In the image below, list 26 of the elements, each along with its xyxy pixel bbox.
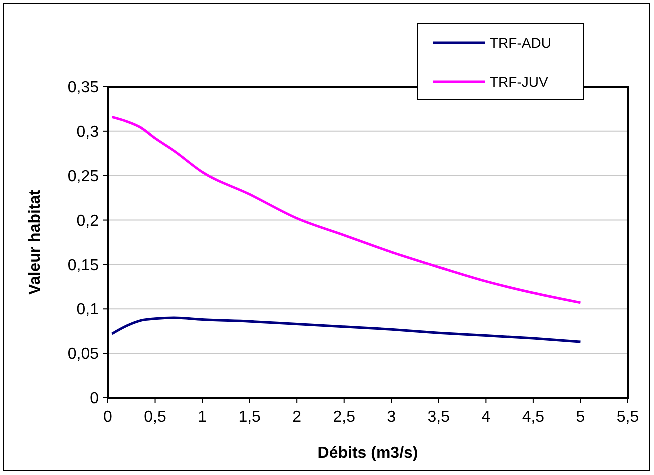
y-tick-label: 0,3 bbox=[76, 124, 100, 142]
legend-label: TRF-JUV bbox=[490, 74, 549, 90]
y-tick-label: 0 bbox=[90, 390, 100, 408]
x-tick-label: 4,5 bbox=[522, 409, 545, 426]
y-tick-label: 0,15 bbox=[68, 257, 100, 274]
x-tick-label: 5 bbox=[576, 409, 586, 426]
x-tick-label: 4 bbox=[482, 409, 491, 426]
x-tick-label: 0 bbox=[104, 409, 113, 426]
legend-label: TRF-ADU bbox=[490, 34, 552, 51]
line-series bbox=[110, 116, 582, 304]
y-tick-label: 0,1 bbox=[76, 302, 100, 319]
y-tick-label: 0,2 bbox=[76, 212, 100, 230]
x-tick-label: 5,5 bbox=[616, 409, 640, 426]
x-tick-label: 2,5 bbox=[333, 409, 356, 426]
line-series bbox=[110, 316, 582, 344]
y-tick-label: 0,35 bbox=[68, 80, 100, 97]
x-tick-label: 3,5 bbox=[428, 409, 450, 426]
x-tick-label: 0,5 bbox=[144, 409, 166, 426]
y-axis-title: Valeur habitat bbox=[27, 189, 44, 295]
y-tick-label: 0,05 bbox=[68, 346, 100, 364]
y-tick-label: 0,25 bbox=[68, 168, 100, 186]
x-axis-title: Débits (m3/s) bbox=[318, 445, 418, 462]
x-tick-label: 1,5 bbox=[238, 409, 262, 426]
x-tick-label: 2 bbox=[292, 409, 302, 426]
x-tick-label: 1 bbox=[198, 409, 208, 426]
x-tick-label: 3 bbox=[387, 409, 396, 426]
